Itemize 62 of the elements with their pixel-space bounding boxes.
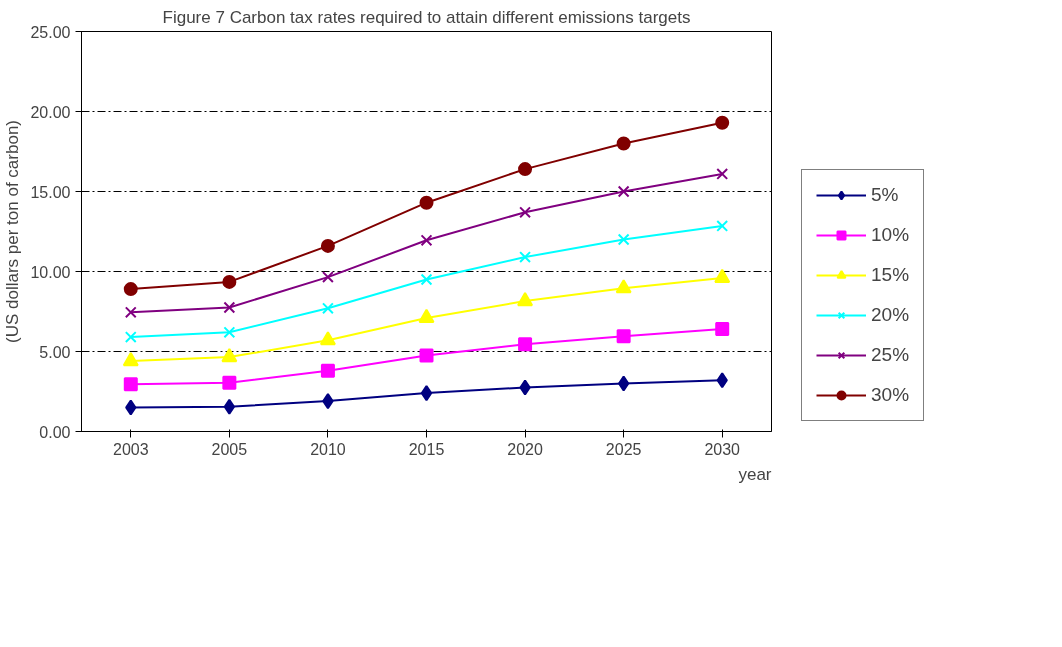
legend-label: 15% bbox=[871, 264, 910, 286]
point bbox=[419, 195, 434, 210]
point bbox=[517, 292, 534, 307]
point bbox=[320, 238, 335, 253]
point bbox=[223, 301, 236, 314]
point bbox=[617, 185, 630, 198]
y-tick-label: 25.00 bbox=[30, 23, 71, 41]
x-tick-label: 2003 bbox=[112, 440, 149, 458]
point bbox=[617, 233, 630, 246]
x-tick-label: 2020 bbox=[507, 440, 543, 458]
y-tick-label: 10.00 bbox=[30, 263, 71, 281]
y-tick-label: 5.00 bbox=[39, 343, 71, 361]
point bbox=[221, 348, 238, 363]
point bbox=[123, 377, 138, 392]
point bbox=[617, 375, 630, 392]
point bbox=[716, 167, 729, 180]
point bbox=[420, 234, 433, 247]
point bbox=[322, 393, 334, 410]
point bbox=[420, 273, 433, 286]
x-tick-label: 2030 bbox=[704, 440, 741, 458]
point bbox=[616, 136, 631, 151]
point bbox=[519, 251, 532, 264]
point bbox=[123, 282, 138, 297]
point bbox=[319, 331, 336, 346]
x-tick-label: 2025 bbox=[605, 440, 642, 458]
y-tick-label: 15.00 bbox=[30, 183, 71, 201]
x-tick-label: 2010 bbox=[310, 440, 346, 458]
point bbox=[518, 162, 533, 177]
point bbox=[615, 279, 632, 294]
point bbox=[124, 306, 137, 319]
point bbox=[716, 372, 728, 389]
point bbox=[420, 385, 433, 402]
point bbox=[616, 329, 631, 344]
legend-label: 10% bbox=[871, 224, 910, 246]
point bbox=[124, 331, 137, 344]
point bbox=[518, 337, 533, 352]
x-axis-title: year bbox=[738, 464, 772, 484]
y-axis-title: (US dollars per ton of carbon) bbox=[3, 120, 23, 343]
y-tick-label: 20.00 bbox=[30, 103, 71, 121]
point bbox=[716, 219, 729, 232]
point bbox=[419, 348, 434, 363]
y-tick-label: 0.00 bbox=[39, 423, 71, 441]
point bbox=[715, 115, 730, 130]
point bbox=[519, 379, 531, 396]
point bbox=[223, 398, 236, 415]
point bbox=[125, 399, 137, 416]
point bbox=[321, 271, 334, 284]
x-tick-label: 2015 bbox=[408, 440, 445, 458]
point bbox=[223, 326, 236, 339]
legend-label: 25% bbox=[871, 344, 910, 366]
legend-label: 20% bbox=[871, 304, 910, 326]
point bbox=[715, 322, 730, 337]
point bbox=[222, 375, 237, 390]
point bbox=[122, 352, 139, 367]
point bbox=[320, 363, 335, 378]
point bbox=[321, 302, 334, 315]
chart-title: Figure 7 Carbon tax rates required to attain different emissions targets bbox=[162, 7, 691, 27]
point bbox=[222, 274, 237, 289]
x-tick-label: 2005 bbox=[211, 440, 248, 458]
legend-label: 30% bbox=[871, 384, 910, 406]
legend-label: 5% bbox=[871, 184, 899, 206]
point bbox=[519, 206, 532, 219]
